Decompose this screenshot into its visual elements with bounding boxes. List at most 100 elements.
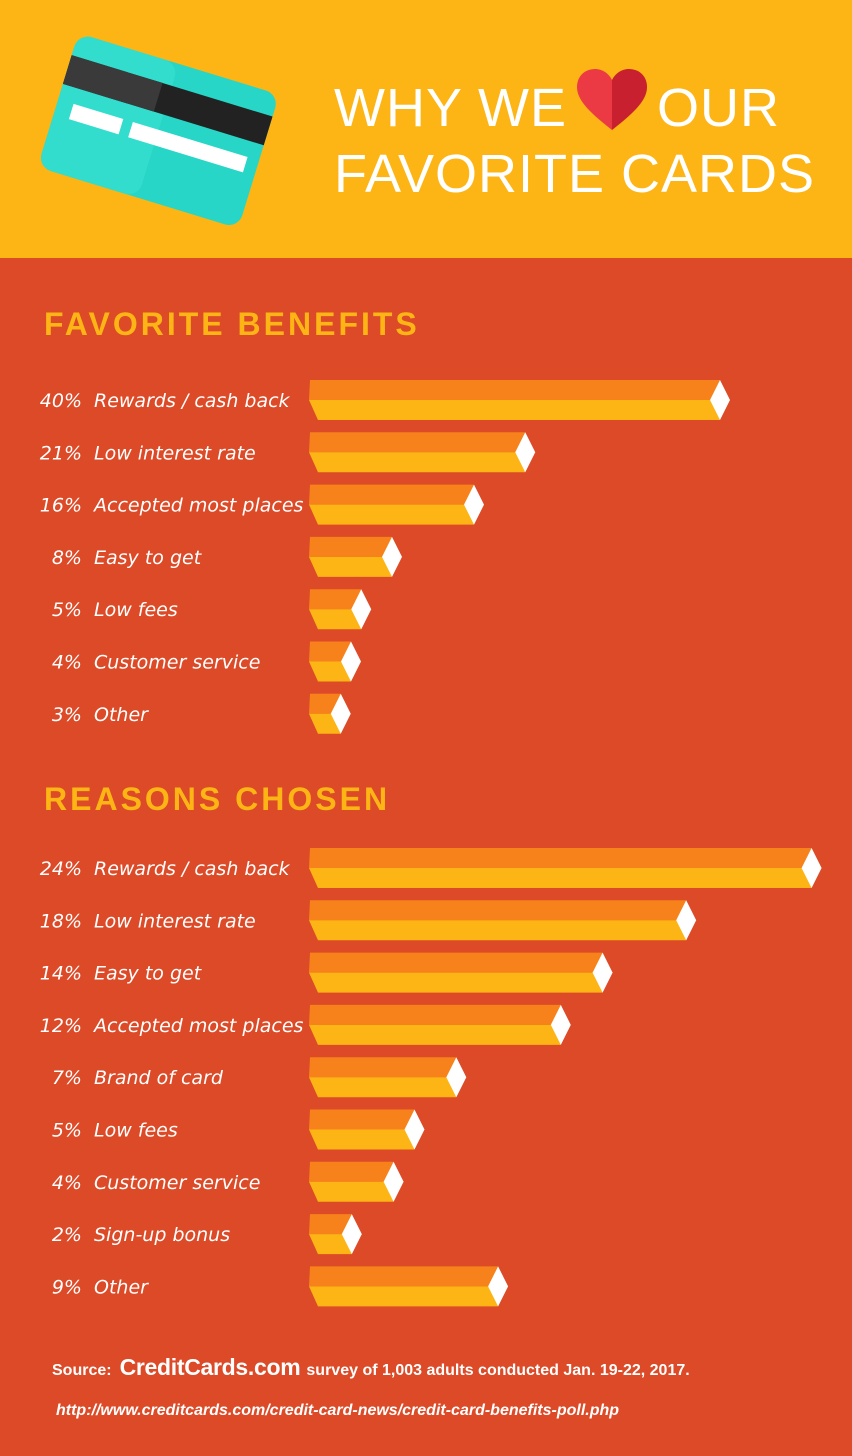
bar-top-face (309, 432, 526, 453)
bar-tip (341, 1214, 362, 1255)
bar-tip (330, 693, 351, 734)
bar-bottom-face (309, 972, 603, 993)
bar-tip (488, 1266, 509, 1307)
bar-group: 7% Brand of card (52, 1057, 467, 1098)
bar-value-label: 5% (52, 599, 82, 621)
source-label: Source: (52, 1362, 112, 1379)
bar-category-label: Low interest rate (94, 910, 256, 932)
bar-category-label: Other (94, 704, 149, 726)
bar-top-face (309, 484, 474, 505)
bar-value-label: 8% (52, 547, 82, 569)
bar-group: 18% Low interest rate (40, 900, 697, 941)
bar-top-face (309, 900, 687, 921)
bar-value-label: 14% (40, 963, 82, 985)
bar-category-label: Accepted most places (92, 495, 304, 517)
reasons-chosen-title: REASONS CHOSEN (44, 781, 391, 817)
bar-group: 3% Other (52, 693, 351, 734)
bar-value-label: 16% (40, 495, 82, 517)
favorite-benefits-title: FAVORITE BENEFITS (44, 306, 420, 342)
bar-bottom-face (309, 1234, 352, 1255)
bar-group: 2% Sign-up bonus (52, 1214, 362, 1255)
bar-value-label: 9% (52, 1276, 82, 1298)
source-url[interactable]: http://www.creditcards.com/credit-card-n… (56, 1402, 620, 1419)
bar-value-label: 4% (52, 652, 82, 674)
bar-tip (351, 589, 372, 630)
bar-value-label: 3% (52, 704, 82, 726)
bar-group: 9% Other (52, 1266, 509, 1307)
bar-top-face (309, 693, 341, 714)
bar-category-label: Rewards / cash back (94, 390, 291, 412)
bar-bottom-face (309, 920, 687, 941)
bar-category-label: Customer service (94, 652, 260, 674)
bar-tip (383, 1161, 404, 1202)
bar-category-label: Low fees (94, 599, 178, 621)
bar-tip (464, 484, 484, 525)
bar-top-face (309, 589, 362, 610)
bar-bottom-face (309, 1129, 415, 1150)
bar-category-label: Low fees (94, 1120, 178, 1142)
bar-bottom-face (309, 713, 341, 734)
bar-top-face (309, 380, 720, 400)
bar-tip (710, 380, 730, 420)
title-line1-start: WHY WE (334, 78, 567, 138)
bar-value-label: 2% (52, 1224, 82, 1246)
bar-group: 12% Accepted most places (40, 1004, 571, 1045)
bar-top-face (309, 1214, 352, 1235)
brand-logo-text: CreditCards.com (119, 1354, 301, 1380)
bar-category-label: Customer service (94, 1172, 260, 1194)
bar-category-label: Easy to get (94, 547, 203, 569)
bar-top-face (309, 1057, 457, 1078)
bar-bottom-face (309, 1286, 499, 1307)
bar-top-face (309, 1161, 394, 1182)
bar-bottom-face (309, 609, 362, 630)
bar-tip (341, 641, 361, 682)
bar-group: 14% Easy to get (40, 952, 613, 993)
bar-category-label: Rewards / cash back (94, 858, 291, 880)
bar-bottom-face (309, 661, 351, 682)
bar-bottom-face (309, 868, 812, 888)
bar-value-label: 4% (52, 1172, 82, 1194)
bar-top-face (309, 848, 812, 868)
bar-top-face (309, 536, 392, 557)
bar-value-label: 12% (40, 1015, 82, 1037)
bar-bottom-face (309, 1077, 457, 1098)
bar-tip (592, 952, 613, 993)
bar-category-label: Easy to get (94, 963, 203, 985)
bar-group: 4% Customer service (52, 1161, 404, 1202)
heart-icon (577, 69, 647, 130)
bar-top-face (309, 1004, 561, 1025)
bar-tip (446, 1057, 467, 1098)
bar-group: 5% Low fees (52, 1109, 425, 1150)
bar-bottom-face (309, 1181, 394, 1202)
page-title: WHY WE OUR FAVORITE CARDS (334, 68, 815, 207)
bar-group: 4% Customer service (52, 641, 361, 682)
bar-group: 16% Accepted most places (40, 484, 484, 525)
bar-tip (515, 432, 536, 473)
bar-top-face (309, 1266, 499, 1287)
title-line2: FAVORITE CARDS (334, 144, 816, 204)
bar-top-face (309, 1109, 415, 1130)
bar-category-label: Low interest rate (94, 442, 256, 464)
bar-tip (404, 1109, 425, 1150)
bar-value-label: 21% (40, 442, 82, 464)
bar-category-label: Sign-up bonus (94, 1224, 230, 1246)
bar-bottom-face (309, 1024, 561, 1045)
credit-card-icon (40, 36, 276, 225)
bar-top-face (309, 952, 603, 973)
source-text: survey of 1,003 adults conducted Jan. 19… (306, 1362, 690, 1379)
bar-tip (801, 848, 822, 888)
bar-group: 8% Easy to get (52, 536, 402, 577)
bar-tip (676, 900, 697, 941)
bar-value-label: 7% (52, 1067, 82, 1089)
bar-bottom-face (309, 400, 720, 420)
bar-value-label: 5% (52, 1120, 82, 1142)
bar-value-label: 18% (40, 910, 82, 932)
bar-bottom-face (309, 556, 392, 577)
bar-group: 24% Rewards / cash back (40, 848, 822, 888)
bar-group: 21% Low interest rate (40, 432, 536, 473)
bar-top-face (309, 641, 351, 662)
bar-value-label: 24% (40, 858, 82, 880)
source-line: Source: CreditCards.com survey of 1,003 ad… (52, 1354, 690, 1381)
bar-group: 40% Rewards / cash back (40, 380, 730, 420)
